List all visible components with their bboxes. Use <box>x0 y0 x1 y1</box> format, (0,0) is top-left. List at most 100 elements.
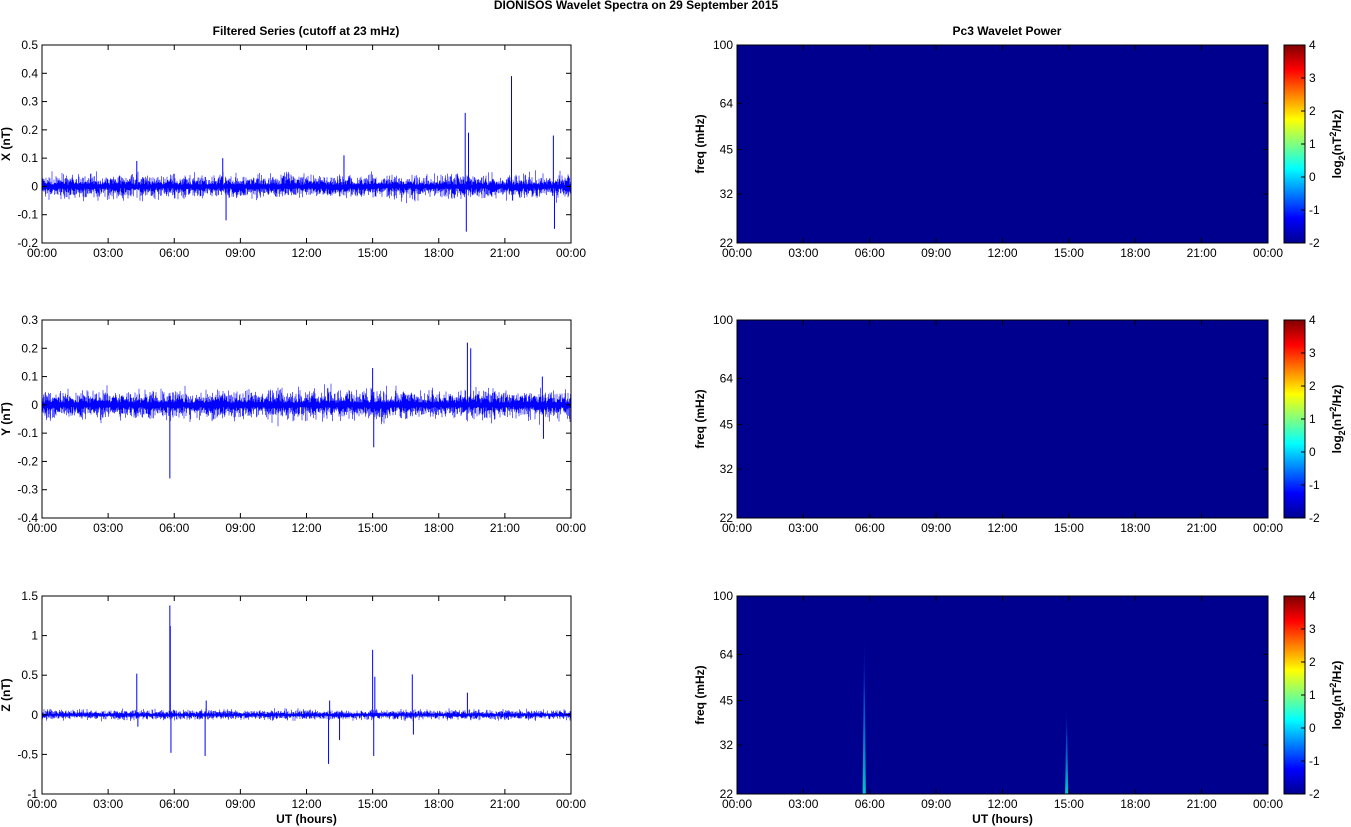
x-tick-label: 00:00 <box>556 797 586 811</box>
colorbar-tick-label: 4 <box>1309 589 1316 603</box>
x-tick-label: 00:00 <box>722 246 752 260</box>
x-tick-label: 15:00 <box>1054 521 1084 535</box>
y-tick-label: 32 <box>720 187 734 201</box>
x-tick-label: 03:00 <box>788 246 818 260</box>
figure-title: DIONISOS Wavelet Spectra on 29 September… <box>494 0 779 12</box>
x-tick-label: 18:00 <box>424 797 454 811</box>
colorbar-tick-label: -2 <box>1309 511 1320 525</box>
colorbar-tick-label: 0 <box>1309 170 1316 184</box>
x-tick-label: 12:00 <box>291 246 321 260</box>
x-tick-label: 06:00 <box>855 797 885 811</box>
y-tick-label: 64 <box>720 96 734 110</box>
x-tick-label: 00:00 <box>27 521 57 535</box>
y-tick-label: 0.2 <box>21 341 38 355</box>
colorbar-tick-label: 2 <box>1309 379 1316 393</box>
x-tick-label: 06:00 <box>159 246 189 260</box>
x-tick-label: 00:00 <box>27 797 57 811</box>
x-tick-label: 06:00 <box>159 797 189 811</box>
x-tick-label: 12:00 <box>987 246 1017 260</box>
x-tick-label: 03:00 <box>93 797 123 811</box>
x-tick-label: 09:00 <box>921 246 951 260</box>
x-tick-label: 03:00 <box>788 797 818 811</box>
x-tick-label: 15:00 <box>1054 246 1084 260</box>
x-tick-label: 00:00 <box>1253 797 1283 811</box>
colorbar-tick-label: 3 <box>1309 346 1316 360</box>
y-tick-label: 22 <box>720 787 734 801</box>
y-tick-label: 0.5 <box>21 668 38 682</box>
y-tick-label: -0.2 <box>17 236 38 250</box>
colorbar-label: log2(nT2/Hz) <box>1328 661 1347 730</box>
y-tick-label: 100 <box>713 313 733 327</box>
x-tick-label: 15:00 <box>358 521 388 535</box>
panel-3: -1 -0.5 0 0.5 1 1.5 Z (nT) 00:00 03:00 06:00 09:00… <box>0 589 586 826</box>
x-tick-label: 21:00 <box>490 521 520 535</box>
x-tick-label: 21:00 <box>490 797 520 811</box>
power-image <box>737 320 1268 518</box>
x-tick-label: 09:00 <box>225 521 255 535</box>
x-tick-label: 12:00 <box>987 797 1017 811</box>
y-tick-label: -0.1 <box>17 208 38 222</box>
y-axis-label: freq (mHz) <box>693 665 707 724</box>
x-tick-label: 12:00 <box>987 521 1017 535</box>
y-axis-label: freq (mHz) <box>693 389 707 448</box>
y-tick-label: 0.1 <box>21 151 38 165</box>
y-tick-label: 45 <box>720 142 734 156</box>
y-tick-label: -1 <box>27 787 38 801</box>
x-tick-label: 00:00 <box>722 797 752 811</box>
x-tick-label: 00:00 <box>556 521 586 535</box>
colorbar-tick-label: 1 <box>1309 412 1316 426</box>
colorbar-tick-label: -2 <box>1309 787 1320 801</box>
y-tick-label: 0.3 <box>21 95 38 109</box>
colorbar-tick-label: -1 <box>1309 478 1320 492</box>
y-tick-label: -0.4 <box>17 511 38 525</box>
y-tick-label: 0.1 <box>21 370 38 384</box>
power-streak <box>1065 700 1069 794</box>
x-tick-label: 15:00 <box>1054 797 1084 811</box>
colorbar-tick-label: 4 <box>1309 313 1316 327</box>
y-axis-label: freq (mHz) <box>693 114 707 173</box>
colorbar-tick-label: 0 <box>1309 445 1316 459</box>
y-tick-label: 32 <box>720 738 734 752</box>
power-image <box>737 45 1268 243</box>
x-tick-label: 06:00 <box>855 521 885 535</box>
x-tick-label: 18:00 <box>1120 246 1150 260</box>
x-tick-label: 03:00 <box>788 521 818 535</box>
y-axis-label: Z (nT) <box>0 678 13 711</box>
colorbar-label: log2(nT2/Hz) <box>1328 385 1347 454</box>
y-tick-label: 32 <box>720 462 734 476</box>
y-tick-label: 22 <box>720 511 734 525</box>
x-tick-label: 15:00 <box>358 246 388 260</box>
y-tick-label: 64 <box>720 647 734 661</box>
x-tick-label: 21:00 <box>490 246 520 260</box>
x-tick-label: 21:00 <box>1187 246 1217 260</box>
x-tick-label: 21:00 <box>1187 797 1217 811</box>
colorbar-tick-label: -1 <box>1309 203 1320 217</box>
x-tick-label: 18:00 <box>1120 797 1150 811</box>
y-tick-label: 0 <box>31 179 38 193</box>
colorbar-tick-label: 1 <box>1309 137 1316 151</box>
panel-2: -0.4 -0.3 -0.2 -0.1 0 0.1 0.2 0.3 Y (nT) 00:00 03:… <box>0 313 586 535</box>
colorbar-tick-label: 3 <box>1309 71 1316 85</box>
x-tick-label: 09:00 <box>225 246 255 260</box>
y-tick-label: 0.5 <box>21 38 38 52</box>
colorbar-tick-label: -2 <box>1309 236 1320 250</box>
y-tick-label: 0 <box>31 398 38 412</box>
x-tick-label: 06:00 <box>159 521 189 535</box>
power-streak <box>862 625 866 794</box>
panel-1: -0.2 -0.1 0 0.1 0.2 0.3 0.4 0.5 X (nT) 00:00 03:00… <box>0 38 586 260</box>
colorbar-tick-label: 2 <box>1309 104 1316 118</box>
x-tick-label: 15:00 <box>358 797 388 811</box>
x-tick-label: 18:00 <box>424 246 454 260</box>
y-tick-label: -0.3 <box>17 483 38 497</box>
colorbar-tick-label: 3 <box>1309 622 1316 636</box>
y-tick-label: 0 <box>31 708 38 722</box>
x-tick-label: 00:00 <box>27 246 57 260</box>
x-tick-label: 00:00 <box>1253 521 1283 535</box>
x-tick-label: 00:00 <box>556 246 586 260</box>
colorbar-tick-label: 1 <box>1309 688 1316 702</box>
y-tick-label: 100 <box>713 589 733 603</box>
left-column-title: Filtered Series (cutoff at 23 mHz) <box>213 24 400 38</box>
power-image <box>737 596 1268 794</box>
